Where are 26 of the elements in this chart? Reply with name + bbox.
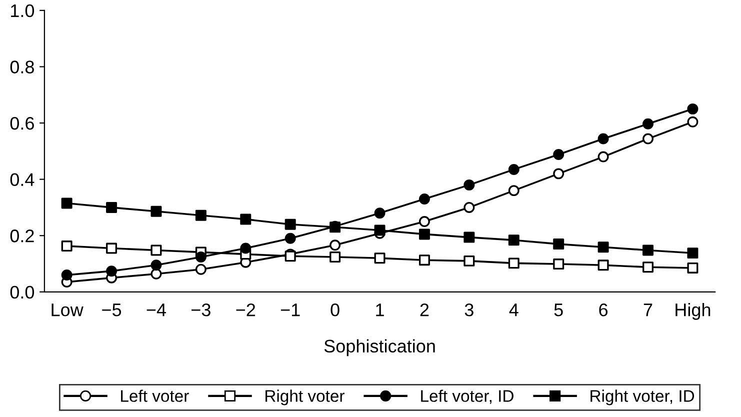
y-tick-label: 0.0 [10, 286, 34, 299]
y-tick-label: 0.2 [10, 230, 34, 242]
x-tick-label: Low [52, 304, 84, 316]
x-tick-label: −3 [192, 303, 210, 316]
x-tick-label: 3 [464, 303, 474, 316]
legend-label: Left voter, ID [421, 390, 514, 404]
y-tick-label: 0.6 [10, 116, 34, 130]
y-tick-label: 1.0 [11, 4, 34, 18]
x-tick-label: High [676, 303, 710, 320]
x-tick-label: −2 [236, 303, 256, 316]
x-tick-label: 0 [330, 303, 340, 316]
x-tick-label: 1 [376, 304, 384, 316]
x-tick-label: −5 [102, 304, 122, 316]
x-tick-label: 2 [420, 303, 429, 316]
x-tick-label: −1 [280, 304, 300, 316]
x-tick-label: 4 [509, 304, 518, 316]
legend-label: Right voter [266, 390, 344, 406]
x-tick-label: −4 [146, 304, 166, 316]
x-tick-label: 5 [554, 304, 563, 316]
legend-label: Right voter, ID [590, 390, 694, 406]
legend-label: Left voter [121, 390, 189, 402]
x-tick-label: 6 [599, 303, 608, 316]
x-axis-title: Sophistication [324, 339, 435, 356]
y-tick-label: 0.8 [10, 60, 34, 74]
x-tick-label: 7 [644, 304, 652, 316]
y-tick-label: 0.4 [10, 173, 34, 186]
